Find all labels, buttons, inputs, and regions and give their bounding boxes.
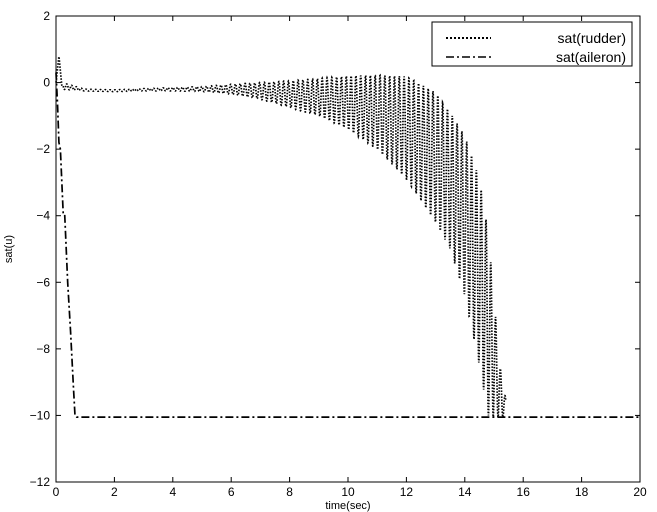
x-tick-label: 4 [169,485,176,499]
legend: sat(rudder) sat(aileron) [431,21,633,67]
x-tick-label: 0 [53,485,60,499]
legend-label-rudder: sat(rudder) [558,30,626,46]
x-tick-label: 20 [633,485,647,499]
x-tick-label: 12 [400,485,414,499]
y-tick-label: −6 [36,275,50,289]
y-tick-label: −4 [36,209,50,223]
series-line-rudder [55,54,507,419]
series-layer [55,54,640,419]
legend-label-aileron: sat(aileron) [556,49,626,65]
x-tick-label: 18 [575,485,589,499]
y-tick-label: 0 [43,76,50,90]
y-tick-label: 2 [43,9,50,23]
x-tick-label: 2 [111,485,118,499]
ticks-layer: 0 2 4 6 8 10 12 14 16 18 20 −12 −10 −8 −6 −4 −2 0 2 [30,9,647,499]
x-axis-label: time(sec) [325,500,370,512]
plot-area [55,15,641,483]
x-tick-label: 10 [341,485,355,499]
x-tick-label: 14 [458,485,472,499]
x-tick-label: 6 [228,485,235,499]
y-tick-label: −2 [36,142,50,156]
series-line-aileron [55,72,640,418]
y-axis-label: sat(u) [3,235,15,263]
y-tick-label: −10 [30,408,51,422]
x-tick-label: 16 [517,485,531,499]
y-tick-label: −8 [36,342,50,356]
legend-box [431,21,633,67]
y-tick-label: −12 [30,475,51,489]
x-tick-label: 8 [286,485,293,499]
